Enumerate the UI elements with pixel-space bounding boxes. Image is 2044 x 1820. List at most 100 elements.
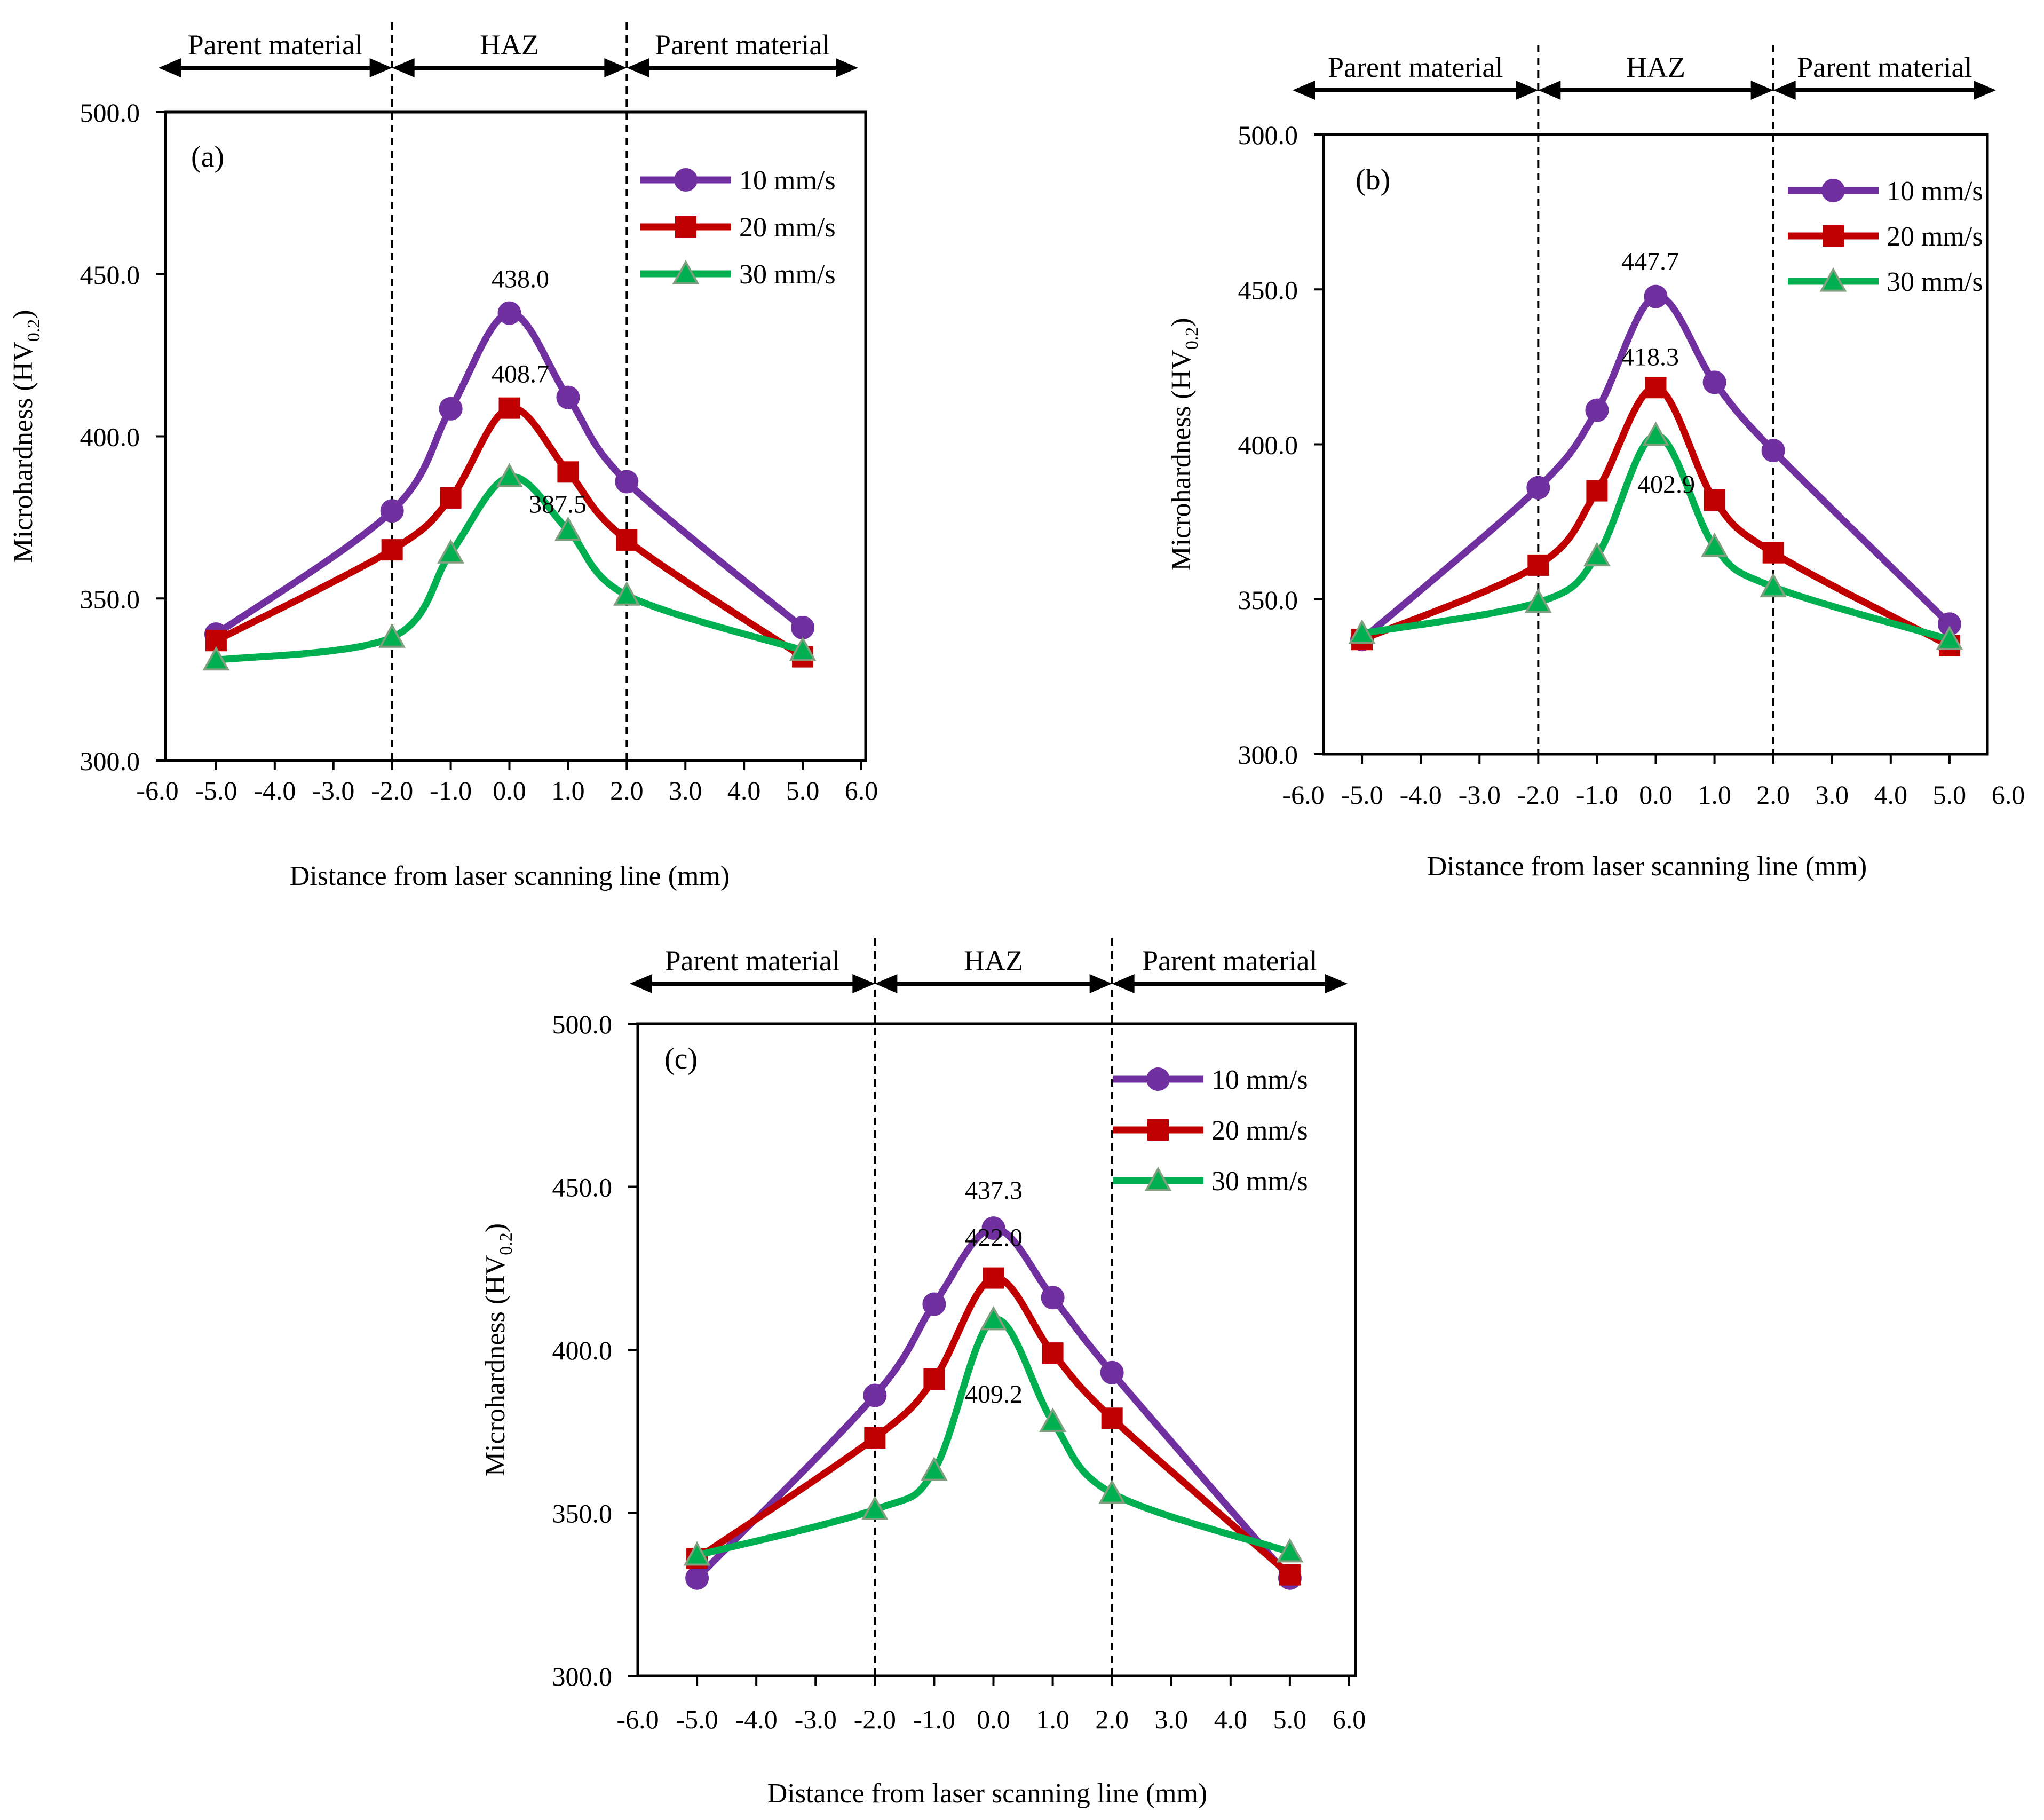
peak-value-label: 408.7: [492, 360, 549, 389]
data-point: [1348, 619, 1376, 644]
legend-swatch-marker: [1823, 225, 1844, 247]
x-tick-label: -6.0: [1282, 780, 1324, 810]
region-arrow-head: [159, 58, 181, 77]
region-label-haz: HAZ: [1626, 51, 1685, 83]
x-tick-label: 0.0: [493, 776, 526, 805]
x-tick-label: 6.0: [1333, 1704, 1366, 1734]
legend-swatch-marker: [675, 216, 696, 238]
chart-panel-b: 300.0 350.0 400.0 450.0 500.0 -6.0 -5.0 -4.0 -3.…: [1166, 45, 2025, 882]
data-point: [1583, 542, 1611, 567]
region-arrow-head: [1773, 81, 1796, 100]
y-tick-label: 400.0: [1238, 430, 1298, 460]
x-tick-label: 6.0: [1992, 780, 2025, 810]
data-point: [1644, 284, 1668, 308]
region-label-haz: HAZ: [964, 945, 1023, 977]
data-point: [861, 1495, 889, 1520]
data-point: [1645, 377, 1667, 399]
region-label-parent-material: Parent material: [1328, 51, 1503, 83]
x-tick-label: 4.0: [1874, 780, 1908, 810]
series-30-mm-s: [683, 1305, 1304, 1566]
data-point: [789, 636, 817, 661]
legend-label: 10 mm/s: [1887, 176, 1983, 207]
peak-value-label: 438.0: [492, 265, 549, 294]
data-point: [556, 385, 580, 409]
chart-panel-c: 300.0 350.0 400.0 450.0 500.0 -6.0 -5.0 -4.0 -3.…: [480, 938, 1366, 1809]
x-tick-label: 4.0: [1214, 1704, 1248, 1734]
data-point: [1276, 1538, 1304, 1563]
peak-value-label: 409.2: [965, 1380, 1023, 1408]
chart-panel-a: 300.0 350.0 400.0 450.0 500.0 -6.0 -5.0 -4.0 -3.…: [8, 22, 878, 891]
series-line: [212, 404, 806, 661]
y-tick-label: 300.0: [1238, 740, 1298, 770]
x-tick-label: -6.0: [136, 776, 178, 805]
x-tick-label: -3.0: [1459, 780, 1501, 810]
data-point: [202, 646, 230, 671]
x-tick-label: -5.0: [195, 776, 237, 805]
data-point: [439, 397, 463, 421]
x-tick-label: 3.0: [1155, 1704, 1189, 1734]
y-axis-title-subscript: 0.2: [496, 1232, 516, 1255]
x-tick-label: 1.0: [1036, 1704, 1069, 1734]
peak-value-label: 402.9: [1637, 471, 1695, 499]
y-axis-title: Microhardness (HV0.2): [1166, 318, 1202, 571]
y-axis-title-close: ): [480, 1223, 511, 1232]
x-tick-label: 5.0: [786, 776, 820, 805]
region-arrow-head: [1516, 81, 1539, 100]
data-point: [1101, 1407, 1123, 1429]
y-tick-label: 350.0: [1238, 585, 1298, 615]
data-point: [380, 499, 404, 523]
series-line: [693, 1316, 1294, 1559]
legend-label: 20 mm/s: [739, 212, 836, 243]
peak-value-label: 422.0: [965, 1224, 1023, 1252]
data-point: [1039, 1407, 1066, 1433]
data-point: [685, 1566, 709, 1590]
x-tick-label: 4.0: [727, 776, 761, 805]
data-point: [1936, 626, 1963, 650]
legend-swatch-marker: [1819, 267, 1847, 292]
legend-swatch-marker: [672, 259, 700, 284]
region-arrow-head: [1293, 81, 1315, 100]
legend-label: 30 mm/s: [739, 259, 836, 290]
series-20-mm-s: [1351, 377, 1960, 656]
y-tick-label: 450.0: [552, 1173, 613, 1202]
y-tick-label: 450.0: [1238, 275, 1298, 305]
data-point: [1100, 1360, 1124, 1384]
x-tick-label: -3.0: [312, 776, 354, 805]
data-point: [1586, 480, 1608, 502]
panel-label: (b): [1356, 163, 1390, 196]
data-point: [554, 516, 582, 541]
peak-value-label: 437.3: [965, 1176, 1023, 1205]
peak-value-label: 387.5: [529, 490, 587, 518]
data-point: [437, 539, 464, 564]
region-label-parent-material: Parent material: [1142, 945, 1317, 977]
panel-label: (c): [664, 1042, 698, 1075]
region-label-parent-material: Parent material: [664, 945, 839, 977]
x-tick-label: 0.0: [977, 1704, 1010, 1734]
y-tick-label: 350.0: [80, 584, 140, 614]
region-arrow-head: [1538, 81, 1561, 100]
region-arrow-head: [627, 58, 649, 77]
data-point: [683, 1541, 711, 1566]
data-point: [1526, 476, 1550, 500]
y-tick-label: 500.0: [1238, 120, 1298, 150]
region-label-haz: HAZ: [480, 29, 539, 61]
x-tick-label: 5.0: [1933, 780, 1967, 810]
data-point: [378, 623, 406, 648]
data-point: [791, 615, 815, 639]
x-tick-label: -5.0: [676, 1704, 718, 1734]
x-tick-label: -4.0: [735, 1704, 778, 1734]
legend-label: 10 mm/s: [739, 165, 836, 196]
region-label-parent-material: Parent material: [188, 29, 363, 61]
data-point: [615, 470, 639, 494]
data-point: [1527, 554, 1549, 576]
data-point: [983, 1267, 1004, 1289]
y-axis-title-close: ): [1166, 318, 1197, 327]
legend-swatch-marker: [674, 168, 698, 192]
data-point: [498, 397, 520, 419]
data-point: [981, 1216, 1005, 1240]
x-tick-label: -3.0: [795, 1704, 837, 1734]
region-arrow-head: [1974, 81, 1996, 100]
x-tick-label: -6.0: [616, 1704, 659, 1734]
data-point: [1098, 1479, 1126, 1504]
